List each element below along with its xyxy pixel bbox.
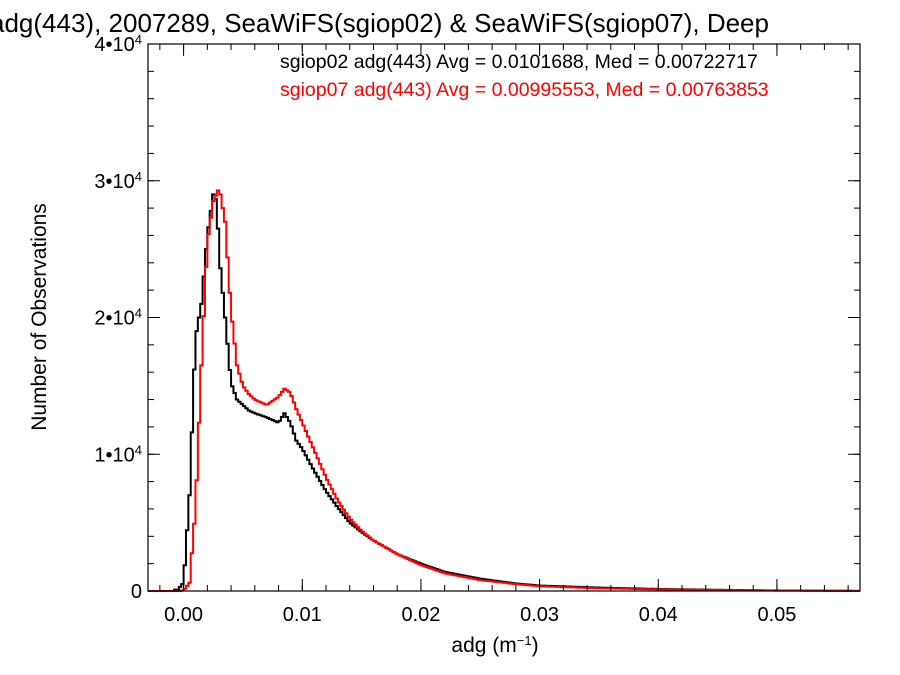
- chart-title: adg(443), 2007289, SeaWiFS(sgiop02) & Se…: [0, 8, 769, 38]
- x-tick-label: 0.04: [639, 604, 678, 626]
- x-axis-label: adg (m−1): [451, 633, 538, 658]
- x-tick-label: 0.03: [520, 604, 559, 626]
- y-tick-label: 3•104: [94, 168, 142, 193]
- legend-entry-sgiop02: sgiop02 adg(443) Avg = 0.0101688, Med = …: [280, 51, 758, 73]
- series-line-1: [148, 189, 860, 592]
- series-layer: [148, 189, 860, 592]
- plot-frame: [147, 43, 861, 592]
- x-tick-label: 0.05: [757, 604, 796, 626]
- x-tick-label: 0.00: [164, 604, 203, 626]
- x-tick-label: 0.01: [283, 604, 322, 626]
- legend-entry-sgiop07: sgiop07 adg(443) Avg = 0.00995553, Med =…: [280, 79, 769, 101]
- x-tick-label: 0.02: [401, 604, 440, 626]
- y-tick-label: 1•104: [94, 442, 142, 467]
- series-line-0: [148, 193, 860, 592]
- y-tick-label: 2•104: [94, 305, 142, 330]
- y-tick-label: 0: [131, 581, 142, 603]
- y-tick-label: 4•104: [94, 32, 142, 57]
- ticks-layer: 0.00 0.01 0.02 0.03 0.04 0.05 0 1•104 2•104 3•104…: [94, 32, 860, 626]
- y-axis-label: Number of Observations: [28, 203, 51, 431]
